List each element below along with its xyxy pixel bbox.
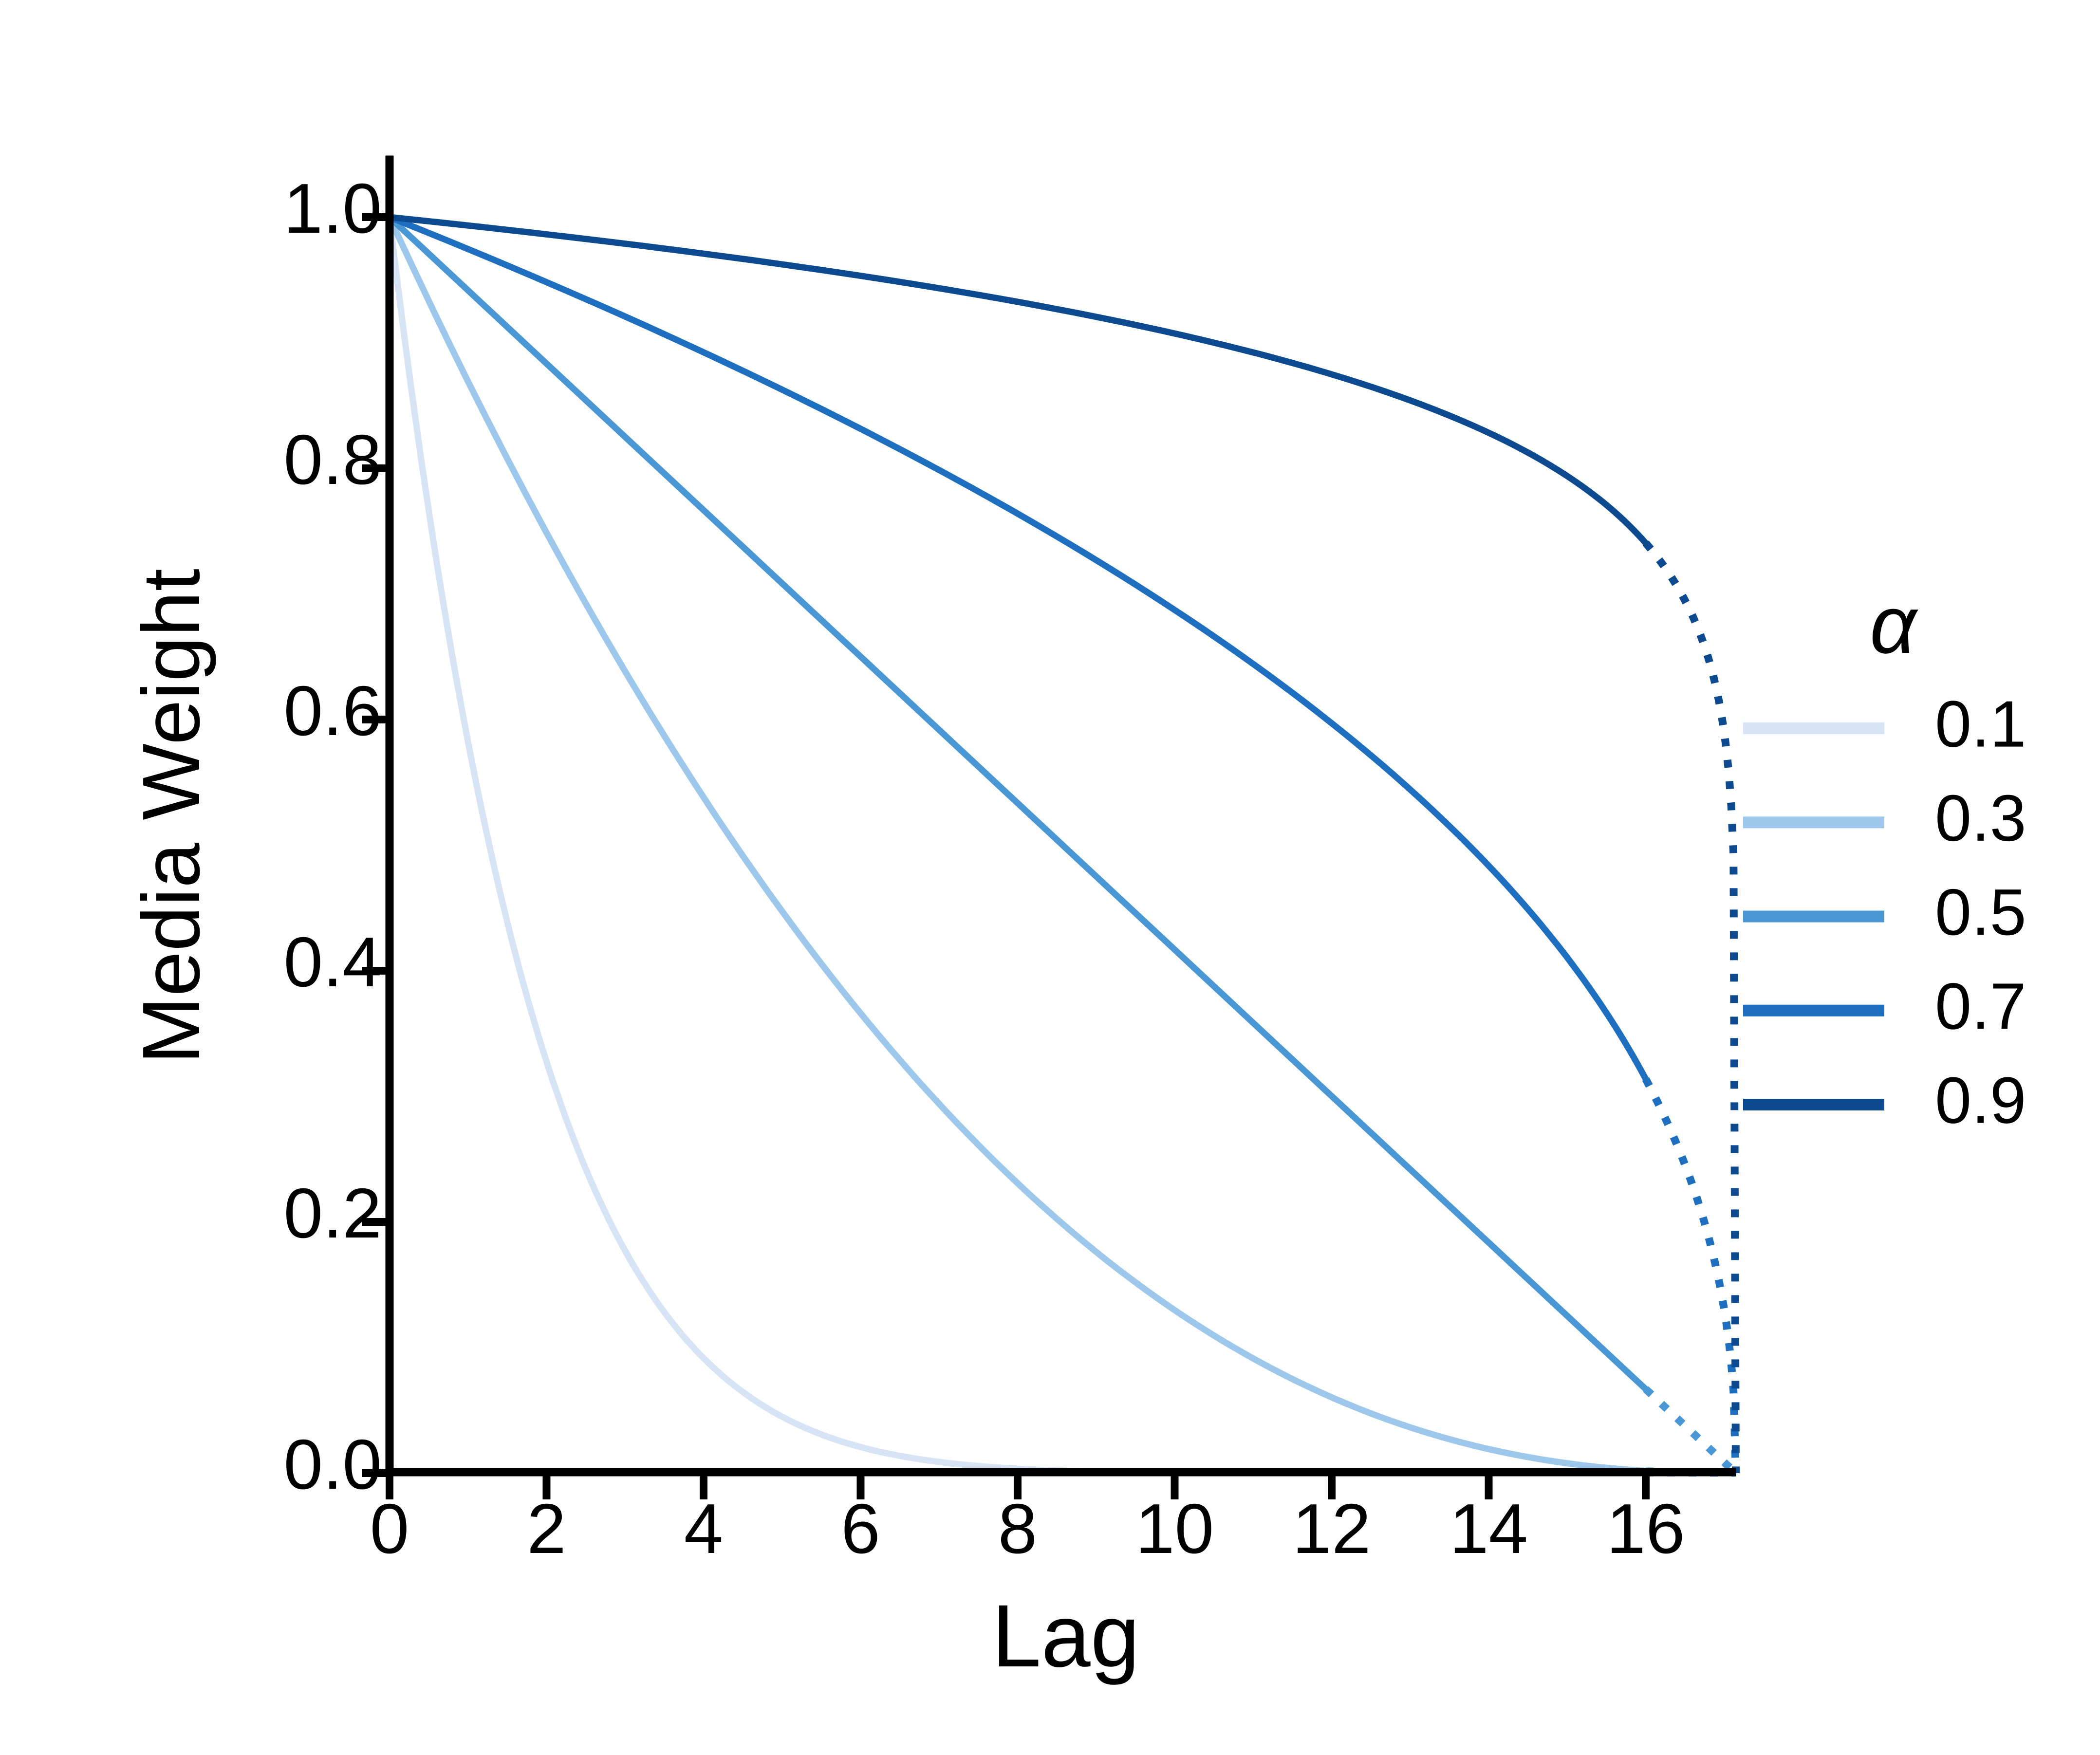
svg-text:2: 2 — [527, 1489, 566, 1568]
svg-text:8: 8 — [998, 1489, 1038, 1568]
svg-text:0.6: 0.6 — [283, 671, 382, 750]
svg-text:0.2: 0.2 — [283, 1174, 382, 1253]
svg-text:0.3: 0.3 — [1935, 781, 2026, 855]
svg-text:0.5: 0.5 — [1935, 875, 2026, 949]
svg-text:1.0: 1.0 — [283, 169, 382, 248]
svg-text:Media Weight: Media Weight — [126, 569, 217, 1064]
svg-text:6: 6 — [841, 1489, 880, 1568]
svg-text:0.1: 0.1 — [1935, 687, 2026, 761]
svg-text:4: 4 — [684, 1489, 724, 1568]
svg-text:0.9: 0.9 — [1935, 1064, 2026, 1137]
svg-text:10: 10 — [1135, 1489, 1214, 1568]
svg-text:Lag: Lag — [992, 1586, 1140, 1685]
svg-text:α: α — [1870, 579, 1918, 670]
svg-text:0.0: 0.0 — [283, 1425, 382, 1504]
svg-text:12: 12 — [1292, 1489, 1371, 1568]
svg-text:0.4: 0.4 — [283, 923, 382, 1001]
svg-text:16: 16 — [1606, 1489, 1685, 1568]
svg-text:0.7: 0.7 — [1935, 969, 2026, 1043]
svg-text:14: 14 — [1450, 1489, 1528, 1568]
svg-text:0.8: 0.8 — [283, 420, 382, 499]
